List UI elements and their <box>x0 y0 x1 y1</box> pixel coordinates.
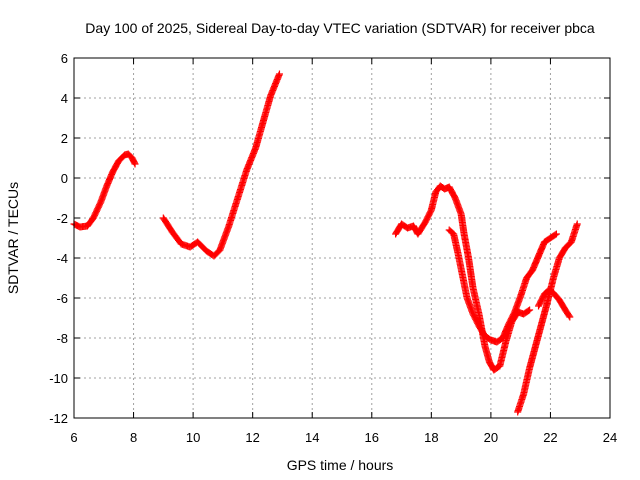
y-tick-label: -4 <box>56 251 68 266</box>
series-pass-2 <box>159 70 283 260</box>
x-axis-label: GPS time / hours <box>287 457 394 473</box>
series-pass-3 <box>392 182 534 374</box>
y-tick-label: 0 <box>61 171 68 186</box>
data-point-marker <box>551 231 559 239</box>
x-tick-label: 22 <box>543 430 557 445</box>
x-tick-label: 16 <box>365 430 379 445</box>
x-tick-label: 10 <box>186 430 200 445</box>
y-tick-label: -10 <box>49 371 68 386</box>
x-tick-label: 24 <box>603 430 617 445</box>
data-point-marker <box>573 220 581 228</box>
x-tick-label: 20 <box>484 430 498 445</box>
data-series <box>70 70 581 416</box>
data-point-marker <box>526 306 534 314</box>
x-tick-label: 14 <box>305 430 319 445</box>
x-tick-label: 6 <box>70 430 77 445</box>
series-pass-5 <box>514 220 581 416</box>
plot-border <box>73 57 611 419</box>
chart-title: Day 100 of 2025, Sidereal Day-to-day VTE… <box>85 20 595 36</box>
data-point-marker <box>552 230 560 238</box>
data-point-marker <box>566 313 574 321</box>
series-pass-1 <box>70 150 139 231</box>
series-pass-4 <box>445 226 560 346</box>
y-tick-label: -2 <box>56 211 68 226</box>
data-point-marker <box>275 70 283 78</box>
x-tick-label: 12 <box>245 430 259 445</box>
y-axis-label: SDTVAR / TECUs <box>5 182 21 294</box>
x-tick-label: 8 <box>130 430 137 445</box>
data-point-marker <box>565 312 573 320</box>
data-point-marker <box>131 160 139 168</box>
x-tick-label: 18 <box>424 430 438 445</box>
data-point-marker <box>524 307 532 315</box>
y-tick-label: 4 <box>61 91 68 106</box>
y-tick-label: 6 <box>61 51 68 66</box>
series-pass-6 <box>535 286 574 321</box>
y-tick-label: 2 <box>61 131 68 146</box>
y-tick-label: -12 <box>49 411 68 426</box>
y-tick-label: -8 <box>56 331 68 346</box>
y-tick-label: -6 <box>56 291 68 306</box>
